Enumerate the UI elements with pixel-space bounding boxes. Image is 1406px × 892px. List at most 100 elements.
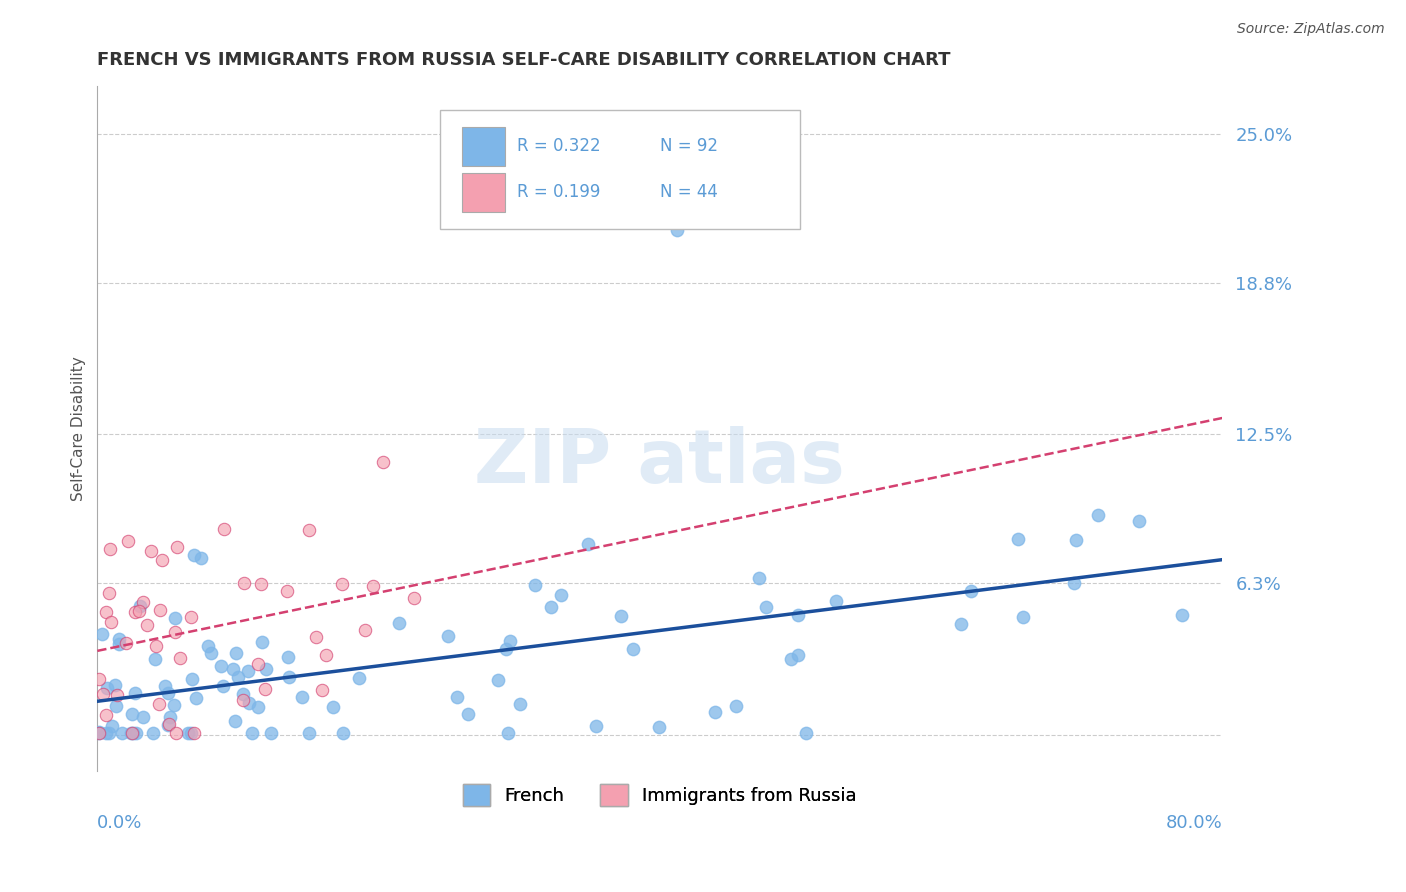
Point (212, 679, 235, 693)
Point (1063, 576, 1085, 591)
Point (121, 707, 143, 722)
Point (163, 625, 186, 640)
Point (124, 686, 146, 700)
Point (180, 725, 202, 739)
Text: FRENCH VS IMMIGRANTS FROM RUSSIA SELF-CARE DISABILITY CORRELATION CHART: FRENCH VS IMMIGRANTS FROM RUSSIA SELF-CA… (97, 51, 950, 69)
Point (121, 725, 143, 739)
Point (96, 725, 118, 739)
Text: N = 44: N = 44 (659, 184, 717, 202)
Point (247, 657, 270, 671)
Point (200, 646, 222, 660)
Point (91, 627, 114, 641)
Point (305, 630, 328, 644)
Point (225, 646, 247, 660)
Point (825, 594, 848, 608)
Point (276, 583, 298, 598)
Point (108, 632, 131, 647)
Point (100, 615, 122, 630)
Point (107, 688, 129, 702)
Point (496, 725, 519, 739)
Point (108, 637, 131, 651)
Text: N = 92: N = 92 (659, 136, 717, 155)
Point (509, 697, 531, 711)
Point (402, 591, 425, 605)
Point (98, 725, 121, 739)
Point (148, 697, 170, 711)
Point (165, 611, 187, 625)
Point (704, 706, 727, 720)
Point (524, 578, 547, 592)
Point (437, 629, 460, 643)
Point (254, 661, 277, 675)
Point (277, 650, 299, 665)
Point (260, 725, 283, 739)
Point (388, 615, 411, 630)
Point (163, 698, 186, 713)
FancyBboxPatch shape (461, 127, 505, 167)
Point (779, 652, 801, 666)
Point (131, 595, 153, 609)
Text: R = 0.322: R = 0.322 (517, 136, 600, 155)
Text: 80.0%: 80.0% (1166, 814, 1222, 832)
FancyBboxPatch shape (440, 110, 800, 229)
Point (794, 725, 817, 739)
Point (125, 725, 148, 739)
Point (94, 707, 117, 722)
Point (145, 639, 167, 653)
Point (322, 699, 344, 714)
FancyBboxPatch shape (461, 172, 505, 212)
Point (212, 522, 235, 536)
Point (648, 720, 671, 734)
Point (157, 717, 180, 731)
Point (361, 579, 384, 593)
Point (87, 725, 110, 739)
Point (347, 671, 370, 685)
Point (298, 523, 321, 537)
Point (232, 693, 254, 707)
Point (101, 719, 124, 733)
Point (311, 683, 333, 698)
Point (197, 639, 219, 653)
Point (550, 588, 572, 602)
Point (486, 673, 509, 688)
Point (180, 610, 202, 624)
Point (238, 697, 260, 711)
Text: Source: ZipAtlas.com: Source: ZipAtlas.com (1237, 22, 1385, 37)
Point (446, 690, 468, 704)
Point (247, 699, 270, 714)
Point (104, 678, 127, 692)
Point (96, 681, 118, 696)
Point (1171, 608, 1194, 623)
Point (181, 672, 204, 686)
Point (149, 603, 172, 617)
Point (186, 690, 208, 705)
Point (155, 679, 177, 693)
Point (786, 607, 808, 622)
Point (787, 648, 810, 663)
Point (1087, 508, 1109, 522)
Point (666, 223, 689, 237)
Point (190, 550, 212, 565)
Point (250, 634, 273, 648)
Point (315, 648, 337, 663)
Point (150, 553, 173, 567)
Point (240, 725, 263, 739)
Point (232, 687, 254, 701)
Point (298, 725, 321, 739)
Y-axis label: Self-Care Disability: Self-Care Disability (72, 356, 86, 500)
Point (96, 605, 118, 619)
Point (277, 669, 299, 683)
Point (1007, 532, 1029, 546)
Point (253, 682, 276, 697)
Point (332, 725, 354, 739)
Point (457, 706, 479, 721)
Point (124, 605, 146, 619)
Point (222, 662, 245, 676)
Point (87, 725, 110, 739)
Point (169, 650, 191, 665)
Point (748, 570, 770, 584)
Point (156, 686, 179, 700)
Point (165, 725, 187, 739)
Text: ZIP atlas: ZIP atlas (474, 426, 845, 499)
Point (128, 604, 150, 618)
